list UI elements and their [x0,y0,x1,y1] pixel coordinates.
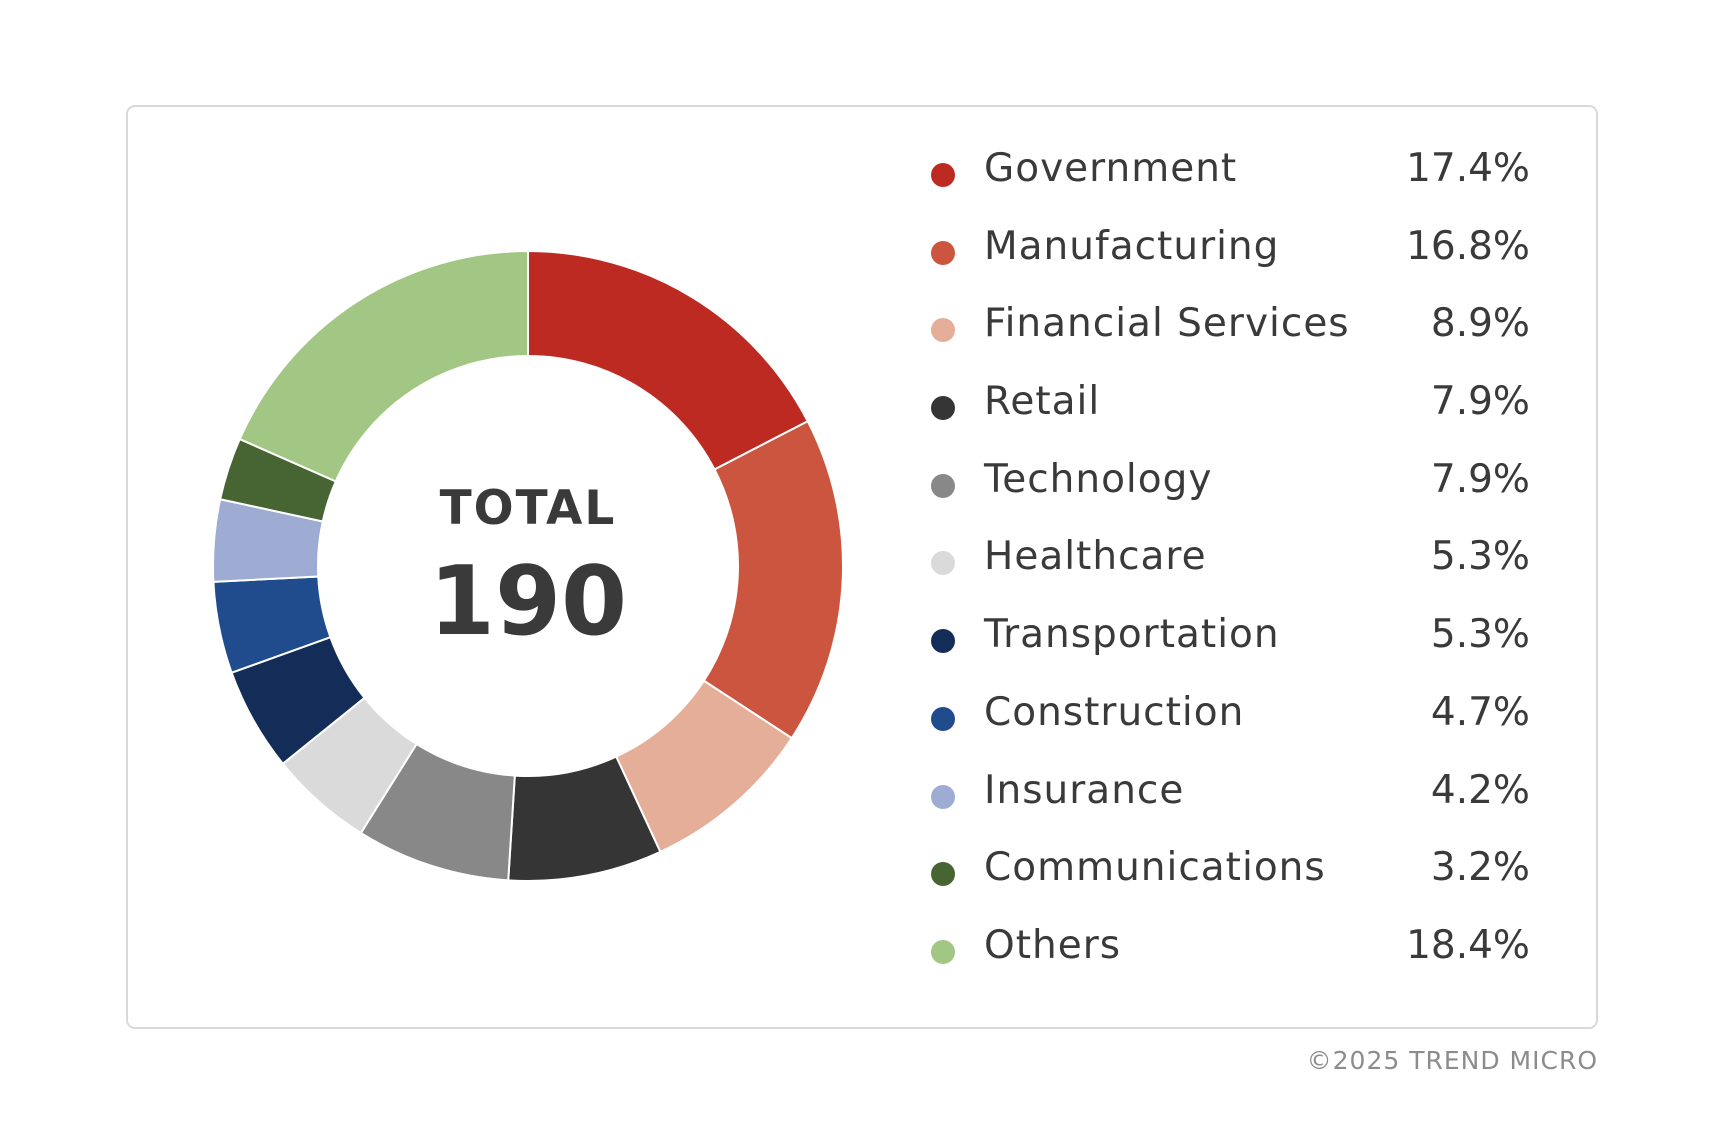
legend-swatch [931,939,955,964]
legend-swatch [931,163,955,187]
legend-value: 7.9% [1430,379,1530,425]
legend-label: Communications [984,845,1326,891]
center-total-label: TOTAL [440,481,617,536]
legend-value: 7.9% [1430,456,1530,502]
legend-label: Construction [984,689,1245,735]
legend-swatch [931,396,955,421]
legend-value: 4.7% [1430,689,1530,735]
legend-swatch [931,862,955,887]
donut-slice-government [527,249,810,471]
legend-label: Insurance [984,767,1185,813]
legend-label: Manufacturing [984,223,1280,269]
legend-value: 3.2% [1430,845,1530,891]
legend-value: 5.3% [1430,612,1530,658]
legend-item-retail: Retail 7.9% [920,374,1530,452]
legend-value: 5.3% [1430,534,1530,580]
legend-item-insurance: Insurance 4.2% [920,763,1530,841]
legend-value: 17.4% [1406,146,1530,191]
legend-swatch [931,706,955,731]
legend-item-healthcare: Healthcare 5.3% [920,529,1530,607]
legend-item-government: Government 17.4% [920,141,1530,219]
legend-swatch [931,473,955,498]
legend-value: 16.8% [1406,223,1530,269]
legend-label: Financial Services [984,301,1350,347]
legend-item-communications: Communications 3.2% [920,840,1530,918]
legend-label: Transportation [984,612,1280,658]
legend-swatch [931,318,955,343]
legend-swatch [931,784,955,809]
legend-label: Technology [984,456,1213,502]
legend-item-manufacturing: Manufacturing 16.8% [920,219,1530,297]
legend-value: 4.2% [1430,767,1530,813]
copyright-text: ©2025 TREND MICRO [1306,1046,1598,1075]
legend-swatch [931,240,955,265]
donut-chart: TOTAL 190 [212,249,844,882]
legend-swatch [931,629,955,654]
legend: Government 17.4% Manufacturing 16.8% Financi… [920,141,1530,996]
donut-slice-others [238,249,529,483]
legend-value: 18.4% [1406,922,1530,968]
legend-value: 8.9% [1430,301,1530,347]
legend-item-construction: Construction 4.7% [920,685,1530,763]
chart-card: TOTAL 190 Government 17.4% Manufacturing 16… [126,105,1598,1029]
legend-swatch [931,551,955,576]
center-total-value: 190 [429,547,627,657]
legend-label: Healthcare [984,534,1207,580]
donut-slice-manufacturing [702,419,844,740]
legend-item-others: Others 18.4% [920,918,1530,996]
legend-label: Retail [984,379,1101,425]
legend-item-transportation: Transportation 5.3% [920,607,1530,685]
legend-label: Government [984,146,1238,191]
legend-item-technology: Technology 7.9% [920,452,1530,530]
legend-item-financial-services: Financial Services 8.9% [920,296,1530,374]
legend-label: Others [984,922,1122,968]
